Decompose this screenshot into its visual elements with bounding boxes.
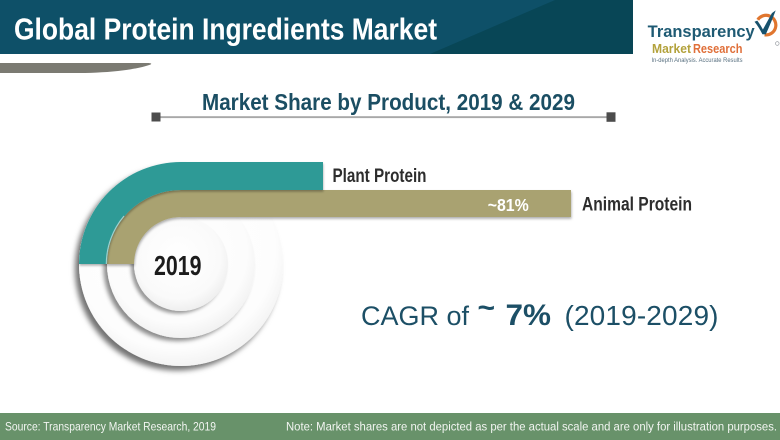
svg-text:In-depth Analysis. Accurate Re: In-depth Analysis. Accurate Results (652, 57, 743, 64)
svg-text:Research: Research (693, 42, 743, 56)
svg-text:(2019-2029): (2019-2029) (565, 300, 719, 331)
svg-text:Animal Protein: Animal Protein (582, 195, 692, 216)
svg-text:Market Share by Product, 2019: Market Share by Product, 2019 & 2029 (202, 89, 575, 115)
svg-text:CAGR of: CAGR of (361, 301, 469, 331)
svg-text:Transparency: Transparency (648, 23, 755, 41)
svg-text:Plant Protein: Plant Protein (333, 166, 427, 187)
svg-text:Global Protein Ingredients Mar: Global Protein Ingredients Market (14, 12, 437, 47)
svg-text:Market: Market (652, 42, 692, 56)
svg-text:2019: 2019 (154, 250, 202, 281)
svg-text:Note: Market shares are not de: Note: Market shares are not depicted as … (286, 420, 777, 434)
svg-text:7%: 7% (506, 299, 552, 332)
svg-text:~: ~ (478, 292, 496, 325)
svg-text:Source: Transparency Market Re: Source: Transparency Market Research, 20… (5, 420, 216, 434)
svg-text:~81%: ~81% (488, 195, 529, 215)
